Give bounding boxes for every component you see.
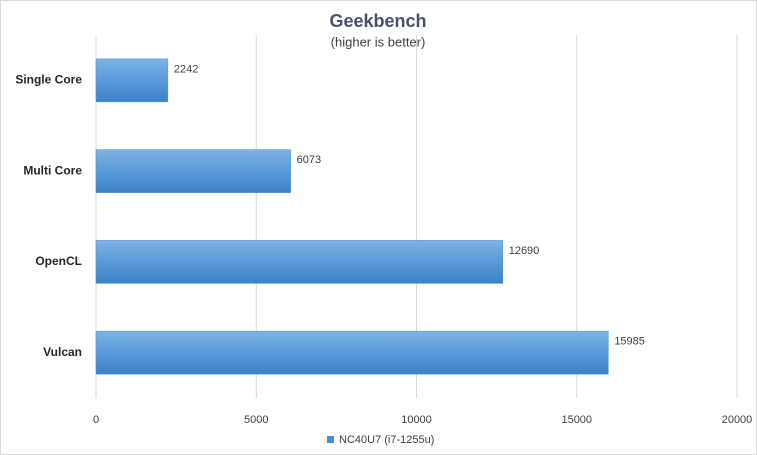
- x-tick-label: 0: [93, 414, 99, 426]
- x-tick-label: 10000: [401, 414, 432, 426]
- y-tick-label: Multi Core: [23, 163, 82, 177]
- data-label: 15985: [614, 336, 645, 348]
- data-label: 2242: [174, 63, 198, 75]
- bar: [95, 330, 609, 375]
- bar: [95, 58, 169, 103]
- legend-label: NC40U7 (i7-1255u): [339, 434, 434, 446]
- y-tick-label: Vulcan: [43, 345, 82, 359]
- x-tick-label: 20000: [722, 414, 753, 426]
- legend-swatch: [327, 436, 334, 443]
- data-label: 6073: [297, 154, 321, 166]
- bar: [95, 240, 503, 284]
- x-tick-label: 5000: [244, 414, 268, 426]
- chart-subtitle: (higher is better): [331, 34, 426, 49]
- chart-title: Geekbench: [329, 11, 426, 31]
- bar: [95, 149, 291, 193]
- data-label: 12690: [509, 245, 540, 257]
- y-tick-label: Single Core: [15, 73, 82, 87]
- y-tick-label: OpenCL: [35, 254, 82, 268]
- x-tick-label: 15000: [561, 414, 592, 426]
